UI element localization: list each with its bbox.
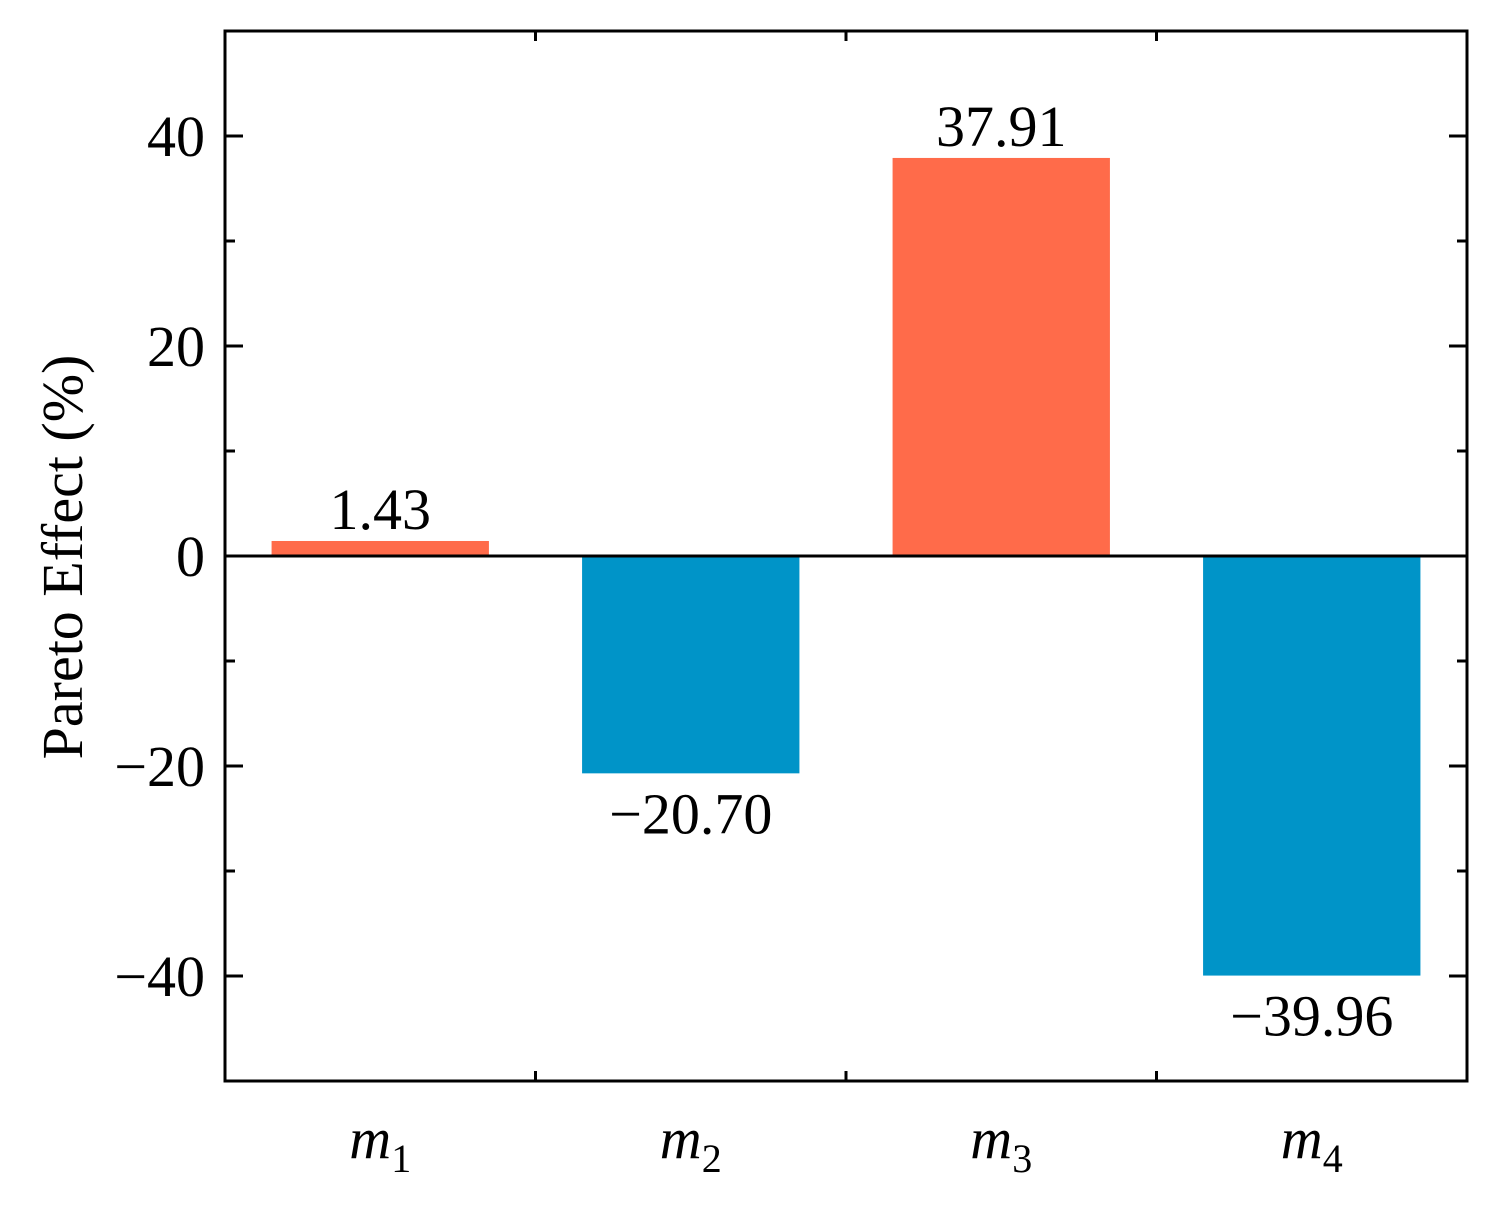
y-axis-title: Pareto Effect (%): [30, 355, 95, 760]
ticks-layer: [225, 31, 1467, 1081]
x-category-label-3: m3: [970, 1106, 1032, 1181]
data-label-4: −39.96: [1230, 984, 1393, 1049]
category-subscript: 4: [1323, 1136, 1343, 1181]
bar-1: [271, 540, 489, 556]
x-category-label-1: m1: [349, 1106, 411, 1181]
category-subscript: 3: [1012, 1136, 1032, 1181]
category-base: m: [660, 1106, 702, 1171]
y-tick-label: −40: [114, 944, 205, 1009]
x-category-label-2: m2: [660, 1106, 722, 1181]
y-tick-label: −20: [114, 734, 205, 799]
data-label-2: −20.70: [609, 781, 772, 846]
bar-2: [582, 556, 800, 774]
bars-layer: [271, 157, 1421, 976]
data-label-1: 1.43: [330, 477, 432, 542]
y-tick-label: 20: [147, 314, 205, 379]
category-base: m: [1281, 1106, 1323, 1171]
data-label-3: 37.91: [936, 94, 1067, 159]
category-subscript: 2: [702, 1136, 722, 1181]
y-tick-label: 0: [176, 524, 205, 589]
bar-3: [892, 157, 1110, 556]
category-base: m: [970, 1106, 1012, 1171]
category-subscript: 1: [391, 1136, 411, 1181]
bar-4: [1203, 556, 1421, 976]
category-base: m: [349, 1106, 391, 1171]
x-category-label-4: m4: [1281, 1106, 1343, 1181]
y-tick-label: 40: [147, 104, 205, 169]
